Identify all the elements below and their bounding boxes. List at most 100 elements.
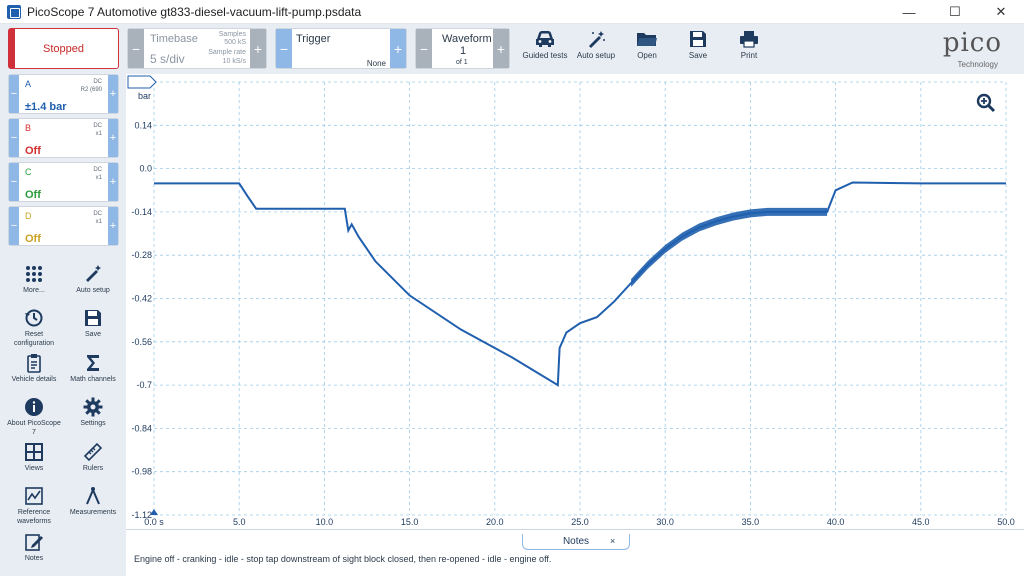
scope-plot-area[interactable]: 0.280.140.0-0.14-0.28-0.42-0.56-0.7-0.84…	[126, 74, 1024, 529]
sidebar-auto-setup-label: Auto setup	[76, 287, 110, 294]
sidebar-save-label: Save	[85, 331, 101, 338]
auto-setup-label: Auto setup	[576, 51, 616, 60]
channel-a-coupling-value: DC	[93, 79, 102, 85]
y-tick-label: -0.42	[131, 294, 152, 304]
timebase-control: − Timebase 5 s/div Samples 500 kS Sample…	[127, 28, 267, 69]
maximize-button[interactable]: ☐	[949, 4, 961, 19]
folder-icon	[637, 33, 657, 46]
more-label: More...	[23, 287, 45, 294]
math-channels-button[interactable]: Math channels	[64, 353, 122, 384]
views-grid-icon	[25, 443, 43, 461]
waveform-index: 1	[460, 45, 467, 57]
channel-b-increase-button[interactable]: +	[108, 119, 118, 157]
wand-icon	[86, 265, 101, 282]
channel-d-card[interactable]: − D DC x1 Off +	[8, 206, 119, 246]
trigger-previous-button[interactable]: −	[276, 29, 292, 68]
notes-sidebar-button[interactable]: Notes	[5, 532, 63, 563]
clipboard-icon	[27, 354, 41, 373]
picoscope-app-icon	[7, 4, 21, 19]
notes-edit-icon	[25, 534, 43, 551]
y-tick-label: 0.0	[139, 164, 152, 174]
gear-icon	[83, 397, 103, 417]
zoom-tool-button[interactable]	[976, 93, 996, 118]
print-button[interactable]: Print	[721, 28, 777, 70]
measurements-button[interactable]: Measurements	[64, 486, 122, 517]
window-title: PicoScope 7 Automotive gt833-diesel-vacu…	[27, 4, 362, 19]
timebase-increase-button[interactable]: +	[250, 29, 266, 68]
floppy-icon	[690, 31, 706, 47]
channel-a-card[interactable]: − A DC R2 (690 ±1.4 bar +	[8, 74, 119, 114]
info-icon	[25, 398, 43, 416]
logo-subtitle: Technology	[957, 60, 998, 69]
reset-configuration-button[interactable]: Reset configuration	[5, 308, 63, 348]
settings-button[interactable]: Settings	[64, 397, 122, 428]
channel-d-probe: x1	[95, 219, 102, 225]
channel-c-decrease-button[interactable]: −	[9, 163, 19, 201]
save-toolbar-button[interactable]: Save	[670, 28, 726, 70]
sidebar-auto-setup-button[interactable]: Auto setup	[64, 264, 122, 295]
close-button[interactable]: ✕	[995, 4, 1007, 19]
channel-d-increase-button[interactable]: +	[108, 207, 118, 245]
trigger-mode[interactable]: None	[366, 59, 386, 68]
views-label: Views	[24, 465, 44, 472]
auto-setup-button[interactable]: Auto setup	[568, 28, 624, 70]
notes-sidebar-label: Notes	[24, 555, 44, 562]
waveform-control: − Waveform 1 of 1 +	[415, 28, 510, 69]
rulers-button[interactable]: Rulers	[64, 442, 122, 473]
channel-c-increase-button[interactable]: +	[108, 163, 118, 201]
left-sidebar: − A DC R2 (690 ±1.4 bar + − B DC x1 Off + …	[0, 74, 126, 576]
reference-waveforms-label: Reference waveforms	[17, 509, 51, 525]
sidebar-save-button[interactable]: Save	[64, 308, 122, 339]
waveform-label: Waveform	[442, 33, 492, 45]
y-axis-marker	[127, 75, 157, 89]
y-tick-label: -0.84	[131, 423, 152, 433]
channel-b-decrease-button[interactable]: −	[9, 119, 19, 157]
about-label: About PicoScope 7	[7, 420, 61, 436]
notes-tab[interactable]: Notes	[522, 534, 630, 550]
minimize-button[interactable]: —	[902, 4, 916, 20]
notes-text[interactable]: Engine off - cranking - idle - stop tap …	[134, 554, 552, 564]
y-tick-label: 0.14	[134, 120, 152, 130]
channel-a-decrease-button[interactable]: −	[9, 75, 19, 113]
vehicle-details-label: Vehicle details	[11, 376, 57, 383]
y-tick-label: -0.98	[131, 467, 152, 477]
reference-waveforms-button[interactable]: Reference waveforms	[5, 486, 63, 526]
sample-rate-value: 10 kS/s	[222, 58, 246, 65]
channel-d-decrease-button[interactable]: −	[9, 207, 19, 245]
x-tick-label: 25.0	[571, 517, 589, 527]
channel-b-card[interactable]: − B DC x1 Off +	[8, 118, 119, 158]
channel-d-coupling: DC x1	[93, 210, 102, 226]
guided-tests-button[interactable]: Guided tests	[517, 28, 573, 70]
vehicle-details-button[interactable]: Vehicle details	[5, 353, 63, 384]
channel-d-range: Off	[25, 233, 41, 245]
channel-c-name: C	[25, 167, 32, 177]
waveform-pulsation-band	[631, 207, 828, 287]
open-button[interactable]: Open	[619, 28, 675, 70]
more-button[interactable]: More...	[5, 264, 63, 295]
trigger-next-button[interactable]: +	[390, 29, 406, 68]
run-stop-button[interactable]: Stopped	[8, 28, 119, 69]
timebase-decrease-button[interactable]: −	[128, 29, 144, 68]
channel-a-increase-button[interactable]: +	[108, 75, 118, 113]
reset-configuration-label: Reset configuration	[13, 331, 55, 347]
y-axis-unit-label: bar	[138, 91, 151, 101]
channel-c-card[interactable]: − C DC x1 Off +	[8, 162, 119, 202]
waveform-next-button[interactable]: +	[493, 29, 509, 68]
channel-d-name: D	[25, 211, 32, 221]
y-tick-label: -1.12	[131, 510, 152, 520]
notes-panel: Notes × Engine off - cranking - idle - s…	[126, 529, 1024, 576]
views-button[interactable]: Views	[5, 442, 63, 473]
about-button[interactable]: About PicoScope 7	[5, 397, 63, 437]
ruler-icon	[83, 442, 103, 462]
waveform-count: of 1	[456, 59, 468, 66]
waveform-previous-button[interactable]: −	[416, 29, 432, 68]
grid-dots-icon	[26, 266, 42, 282]
notes-close-button[interactable]: ×	[610, 536, 616, 546]
reference-chart-icon	[25, 487, 43, 505]
y-tick-label: -0.14	[131, 207, 152, 217]
timebase-value[interactable]: 5 s/div	[150, 52, 185, 66]
x-tick-label: 20.0	[486, 517, 504, 527]
channel-a-probe: R2 (690	[80, 87, 102, 93]
toolbar: Stopped − Timebase 5 s/div Samples 500 k…	[0, 24, 1024, 74]
waveform-chart[interactable]: 0.280.140.0-0.14-0.28-0.42-0.56-0.7-0.84…	[126, 74, 1024, 529]
